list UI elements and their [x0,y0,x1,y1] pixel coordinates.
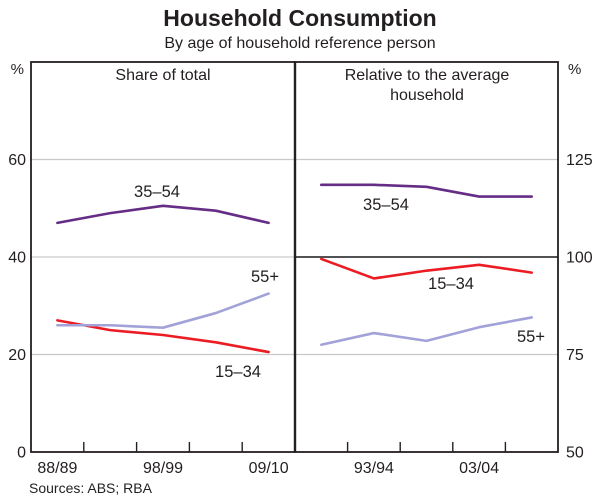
y-tick-label: 40 [8,250,26,267]
y-tick-label: 0 [17,445,26,462]
series-layer [56,183,534,354]
x-tick-label: 88/89 [37,460,77,477]
series-label: 55+ [251,268,279,286]
y-tick-label: 50 [566,445,584,462]
axis-frame-layer [30,61,559,453]
series-line-red-panel0 [56,319,270,354]
y-tick-label: 125 [566,152,593,169]
chart-title: Household Consumption [163,5,437,31]
series-line-lavender-panel1 [319,316,534,347]
series-label: 55+ [517,328,545,346]
x-tick-label: 98/99 [143,460,183,477]
left-panel-title: Share of total [115,67,210,84]
series-line-lavender-panel0 [56,292,270,329]
y-tick-label: 60 [8,152,26,169]
series-label: 15–34 [215,363,261,381]
series-line-purple-panel0 [56,204,270,225]
right-panel-title-line1: Relative to the average [345,67,510,84]
gridline-layer [31,158,558,356]
left-axis-unit: % [11,61,24,78]
y-tick-label: 20 [8,347,26,364]
y-tick-label: 100 [566,250,593,267]
series-line-purple-panel1 [319,183,534,198]
axis-label-layer: 0 20 40 60 88/89 98/99 09/10 35–54 15–34 55+ 50 75 1… [8,152,593,477]
chart-subtitle: By age of household reference person [164,35,436,52]
x-tick-label: 93/94 [354,460,394,477]
right-axis-unit: % [568,61,581,78]
y-tick-label: 75 [566,347,584,364]
sources-note: Sources: ABS; RBA [29,480,152,496]
right-panel-title-line2: household [390,87,464,104]
x-tick-label: 09/10 [249,460,289,477]
series-line-red-panel1 [319,257,534,280]
series-label: 35–54 [134,183,180,201]
series-label: 35–54 [363,196,409,214]
x-tick-label: 03/04 [459,460,499,477]
series-label: 15–34 [428,275,474,293]
